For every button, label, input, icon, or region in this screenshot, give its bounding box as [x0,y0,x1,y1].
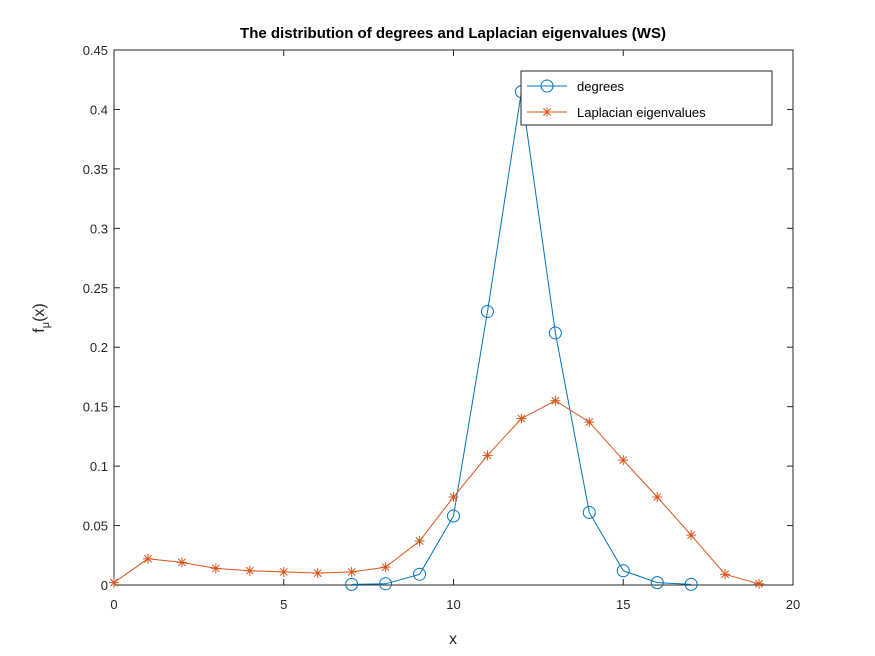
asterisk-stroke [551,396,560,405]
y-axis-label: fμ(x) [31,303,52,332]
asterisk-stroke [313,569,322,578]
y-axis-label-suffix: (x) [31,303,48,322]
asterisk-stroke [687,531,696,540]
legend-item-degrees: degrees [527,79,624,94]
data-point-laplacian [720,569,731,580]
y-tick-label: 0.25 [83,281,108,296]
data-point-degrees [616,564,630,578]
y-tick-label: 0.35 [83,162,108,177]
data-point-laplacian [618,455,629,466]
x-axis-ticks: 0 5 10 15 20 [110,50,800,612]
x-tick-label: 20 [786,597,800,612]
data-point-laplacian [176,557,187,568]
asterisk-stroke [449,493,458,501]
asterisk-stroke [517,414,526,423]
legend-marker-degrees [540,79,554,93]
asterisk-stroke [721,570,730,579]
y-tick-label: 0.05 [83,519,108,534]
y-axis-label-main: f [31,328,48,333]
data-point-degrees [582,505,596,519]
data-point-laplacian [380,562,391,573]
data-point-degrees [650,576,664,590]
data-point-laplacian [142,553,153,564]
data-point-degrees [379,577,393,591]
data-point-degrees [684,577,698,591]
y-tick-label: 0.3 [90,221,108,236]
asterisk-stroke [483,451,492,460]
legend: degrees Laplacian eigenvalues [520,70,773,126]
plot-area [113,49,794,586]
legend-item-laplacian: Laplacian eigenvalues [527,105,706,120]
asterisk-stroke [585,418,594,427]
y-tick-label: 0.1 [90,459,108,474]
data-point-laplacian [210,563,221,574]
asterisk-stroke [653,493,662,501]
chart-title: The distribution of degrees and Laplacia… [240,25,666,42]
asterisk-stroke [279,567,288,576]
y-tick-label: 0.15 [83,400,108,415]
legend-label-laplacian: Laplacian eigenvalues [577,105,706,120]
series-layer [109,85,765,591]
data-point-laplacian [584,417,595,428]
data-point-laplacian [448,492,459,503]
asterisk-stroke [415,537,424,545]
asterisk-stroke [347,567,356,576]
data-point-laplacian [346,566,357,577]
data-point-laplacian [414,536,425,547]
asterisk-stroke [245,566,254,575]
y-tick-label: 0.2 [90,340,108,355]
data-point-laplacian [312,568,323,579]
data-point-laplacian [482,450,493,461]
y-axis-label-subscript: μ [40,322,52,328]
asterisk-stroke [110,578,118,587]
asterisk-stroke [143,554,152,563]
data-point-degrees [413,567,427,581]
legend-box [520,70,773,126]
data-point-laplacian [109,577,119,588]
legend-items: degrees Laplacian eigenvalues [527,79,706,120]
data-point-laplacian [652,492,663,503]
asterisk-stroke [543,108,551,116]
legend-marker-laplacian [542,107,552,117]
data-point-degrees [345,577,359,591]
x-tick-label: 0 [110,597,117,612]
data-point-degrees [447,509,460,523]
x-tick-label: 5 [280,597,287,612]
series-line-laplacian [113,400,760,585]
asterisk-stroke [211,564,220,573]
legend-label-degrees: degrees [577,79,624,94]
data-point-degrees [548,326,562,340]
series-laplacian [109,395,765,589]
data-point-laplacian [550,395,561,406]
x-axis-label: x [449,631,457,648]
y-tick-label: 0.4 [90,102,108,117]
x-tick-label: 15 [616,597,630,612]
asterisk-stroke [381,563,390,572]
data-point-laplacian [516,413,527,424]
asterisk-stroke [177,558,186,567]
data-point-laplacian [244,565,255,576]
asterisk-stroke [755,579,764,588]
y-axis-ticks: 0 0.05 0.1 0.15 0.2 0.25 0.3 0.35 0.4 0.45 [83,43,793,593]
asterisk-stroke [619,456,628,465]
data-point-laplacian [686,530,697,541]
y-tick-label: 0 [101,578,108,593]
data-point-laplacian [278,566,289,577]
data-point-laplacian [754,578,765,589]
x-tick-label: 10 [446,597,460,612]
y-tick-label: 0.45 [83,43,108,58]
data-point-degrees [480,305,494,319]
